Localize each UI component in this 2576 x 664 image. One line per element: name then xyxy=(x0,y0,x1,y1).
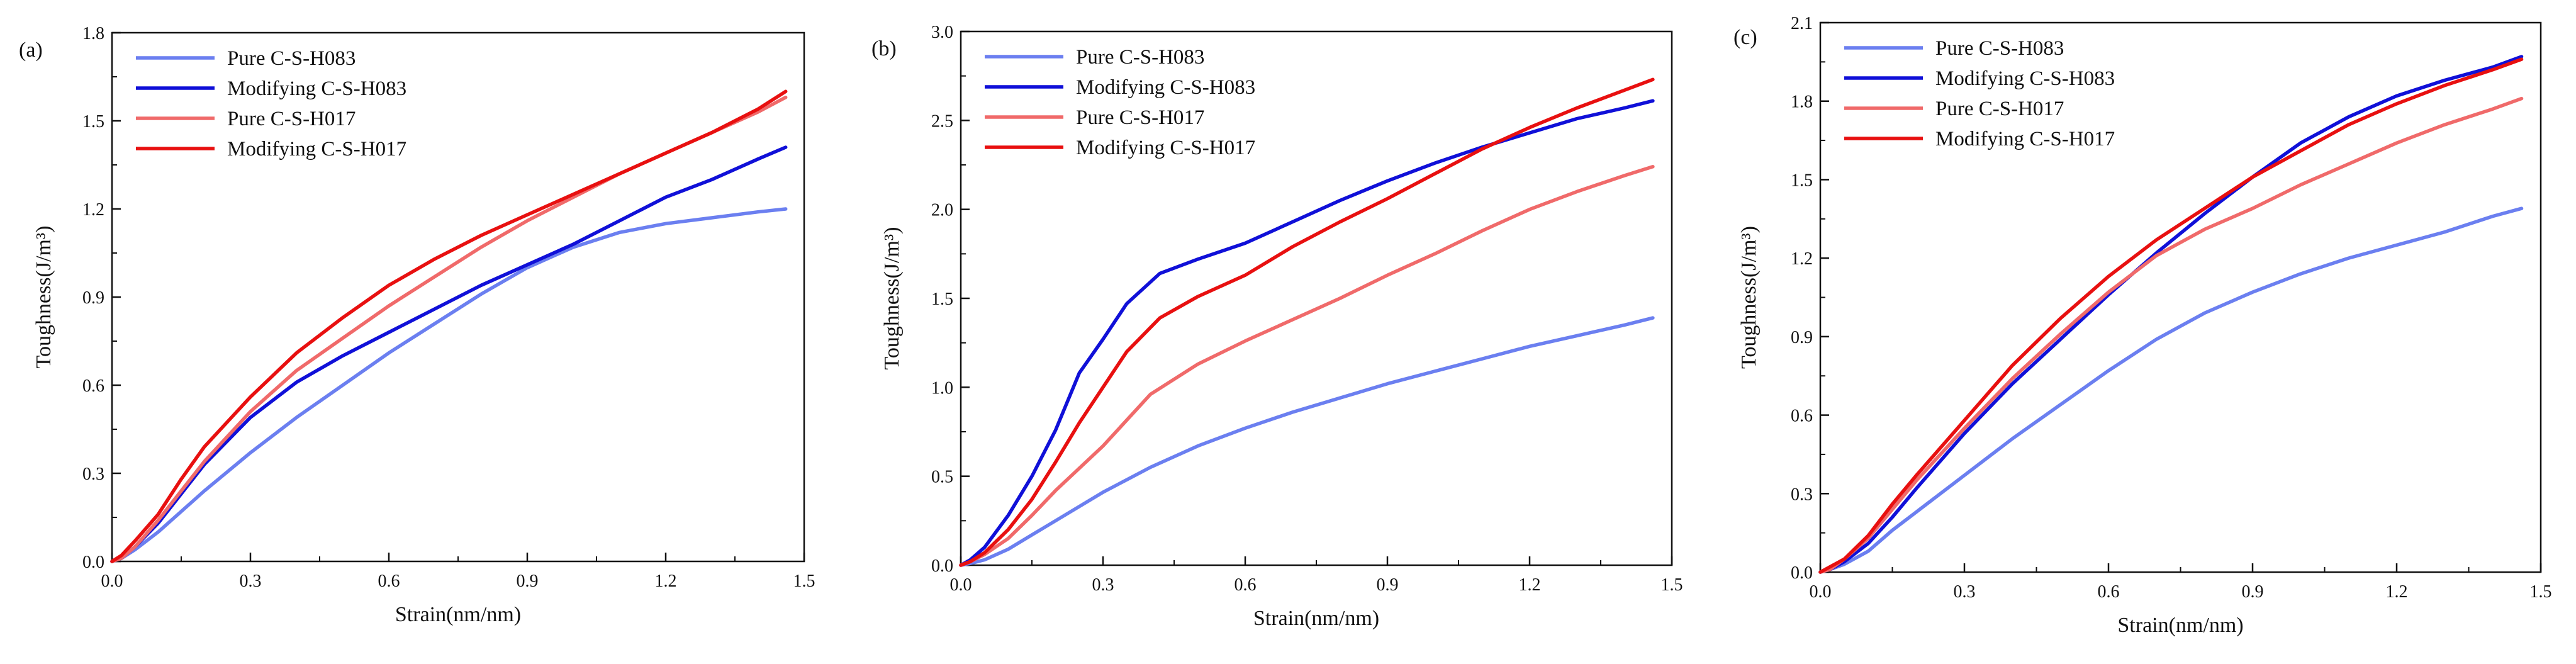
y-tick-label: 1.2 xyxy=(1791,249,1813,269)
y-tick-label: 0.6 xyxy=(1791,407,1813,426)
x-tick-label: 0.0 xyxy=(1810,582,1832,602)
series-line-modifying-c-s-h083 xyxy=(1818,55,2524,574)
x-tick-label: 1.5 xyxy=(793,571,815,591)
chart-panel-c: 0.0 0.3 0.6 0.9 1.2 1.5 0.0 0.3 0.6 0.9 1.2 1.5 1.8 2… xyxy=(1733,14,2552,637)
legend-entry: Pure C-S-H083 xyxy=(1935,37,2064,60)
x-tick-label: 0.6 xyxy=(378,571,400,591)
y-axis-label: Toughness(J/m³) xyxy=(32,226,55,369)
x-tick-label: 0.0 xyxy=(950,575,972,595)
legend-entry: Pure C-S-H017 xyxy=(1076,106,1204,129)
series-line-modifying-c-s-h083 xyxy=(110,145,788,563)
plot-frame xyxy=(1819,21,2542,573)
x-tick-label: 0.3 xyxy=(1092,575,1114,595)
series-line-pure-c-s-h083 xyxy=(1818,206,2524,574)
y-axis-label: Toughness(J/m³) xyxy=(880,227,904,370)
y-tick-label: 2.0 xyxy=(931,201,953,220)
x-tick-label: 1.5 xyxy=(2530,582,2552,602)
legend-entry: Modifying C-S-H083 xyxy=(1935,67,2115,90)
x-tick-label: 0.0 xyxy=(101,571,123,591)
x-tick-label: 0.6 xyxy=(2098,582,2120,602)
x-axis-label: Strain(nm/nm) xyxy=(2117,614,2243,637)
y-tick-label: 1.8 xyxy=(82,24,104,43)
x-axis-label: Strain(nm/nm) xyxy=(1253,607,1379,630)
y-tick-label: 2.1 xyxy=(1791,14,1813,33)
y-tick-label: 1.8 xyxy=(1791,93,1813,112)
x-tick-label: 0.9 xyxy=(517,571,539,591)
legend-entry: Pure C-S-H017 xyxy=(1935,98,2064,120)
y-tick-label: 0.9 xyxy=(82,288,104,308)
y-tick-label: 1.5 xyxy=(82,112,104,132)
chart-panel-b: 0.0 0.3 0.6 0.9 1.2 1.5 0.0 0.5 1.0 1.5 2.0 2.5 3.0 S… xyxy=(871,23,1683,630)
x-tick-label: 0.3 xyxy=(1954,582,1976,602)
x-axis-label: Strain(nm/nm) xyxy=(395,603,521,626)
panel-label: (b) xyxy=(871,37,897,60)
y-tick-label: 1.0 xyxy=(931,378,953,398)
series-line-pure-c-s-h017 xyxy=(110,95,788,563)
series-line-pure-c-s-h083 xyxy=(959,316,1655,567)
legend-entry: Modifying C-S-H017 xyxy=(227,138,406,160)
x-tick-label: 0.9 xyxy=(2242,582,2264,602)
y-axis-label: Toughness(J/m³) xyxy=(1737,226,1761,369)
series-line-pure-c-s-h017 xyxy=(959,165,1655,567)
legend-entry: Pure C-S-H017 xyxy=(227,108,356,130)
x-tick-label: 1.2 xyxy=(1519,575,1541,595)
y-tick-label: 1.5 xyxy=(931,290,953,309)
x-tick-label: 1.2 xyxy=(2386,582,2408,602)
y-tick-label: 0.3 xyxy=(82,464,104,484)
x-tick-label: 1.2 xyxy=(655,571,677,591)
legend-entry: Modifying C-S-H083 xyxy=(1076,76,1255,99)
legend: Pure C-S-H083 Modifying C-S-H083 Pure C-S-… xyxy=(136,47,406,160)
legend-entry: Pure C-S-H083 xyxy=(227,47,356,70)
legend-entry: Modifying C-S-H083 xyxy=(227,77,406,100)
series-line-modifying-c-s-h017 xyxy=(959,77,1655,567)
legend-entry: Pure C-S-H083 xyxy=(1076,46,1204,69)
series-line-modifying-c-s-h083 xyxy=(959,99,1655,567)
y-tick-label: 0.9 xyxy=(1791,328,1813,347)
legend-entry: Modifying C-S-H017 xyxy=(1935,128,2115,150)
panel-label: (a) xyxy=(19,38,43,62)
chart-panel-a: 0.0 0.3 0.6 0.9 1.2 1.5 0.0 0.3 0.6 0.9 1.2 1.5 1.8 S… xyxy=(19,24,815,626)
legend-entry: Modifying C-S-H017 xyxy=(1076,137,1255,159)
y-tick-label: 0.6 xyxy=(82,376,104,396)
y-tick-label: 2.5 xyxy=(931,111,953,131)
x-tick-label: 0.3 xyxy=(240,571,262,591)
y-tick-label: 0.0 xyxy=(931,556,953,576)
series-line-pure-c-s-h083 xyxy=(110,207,788,563)
panel-label: (c) xyxy=(1733,26,1757,49)
y-tick-label: 0.3 xyxy=(1791,485,1813,504)
legend: Pure C-S-H083 Modifying C-S-H083 Pure C-S-… xyxy=(1844,37,2115,150)
series-line-pure-c-s-h017 xyxy=(1818,96,2524,574)
y-tick-label: 1.5 xyxy=(1791,171,1813,190)
y-tick-label: 3.0 xyxy=(931,23,953,42)
y-tick-label: 0.0 xyxy=(1791,563,1813,583)
x-tick-label: 0.6 xyxy=(1235,575,1257,595)
legend: Pure C-S-H083 Modifying C-S-H083 Pure C-S-… xyxy=(985,46,1255,159)
series-line-modifying-c-s-h017 xyxy=(1818,57,2524,574)
y-tick-label: 0.0 xyxy=(82,553,104,572)
series-line-modifying-c-s-h017 xyxy=(110,89,788,563)
x-tick-label: 0.9 xyxy=(1377,575,1399,595)
x-tick-label: 1.5 xyxy=(1661,575,1683,595)
y-tick-label: 0.5 xyxy=(931,468,953,487)
y-tick-label: 1.2 xyxy=(82,200,104,220)
